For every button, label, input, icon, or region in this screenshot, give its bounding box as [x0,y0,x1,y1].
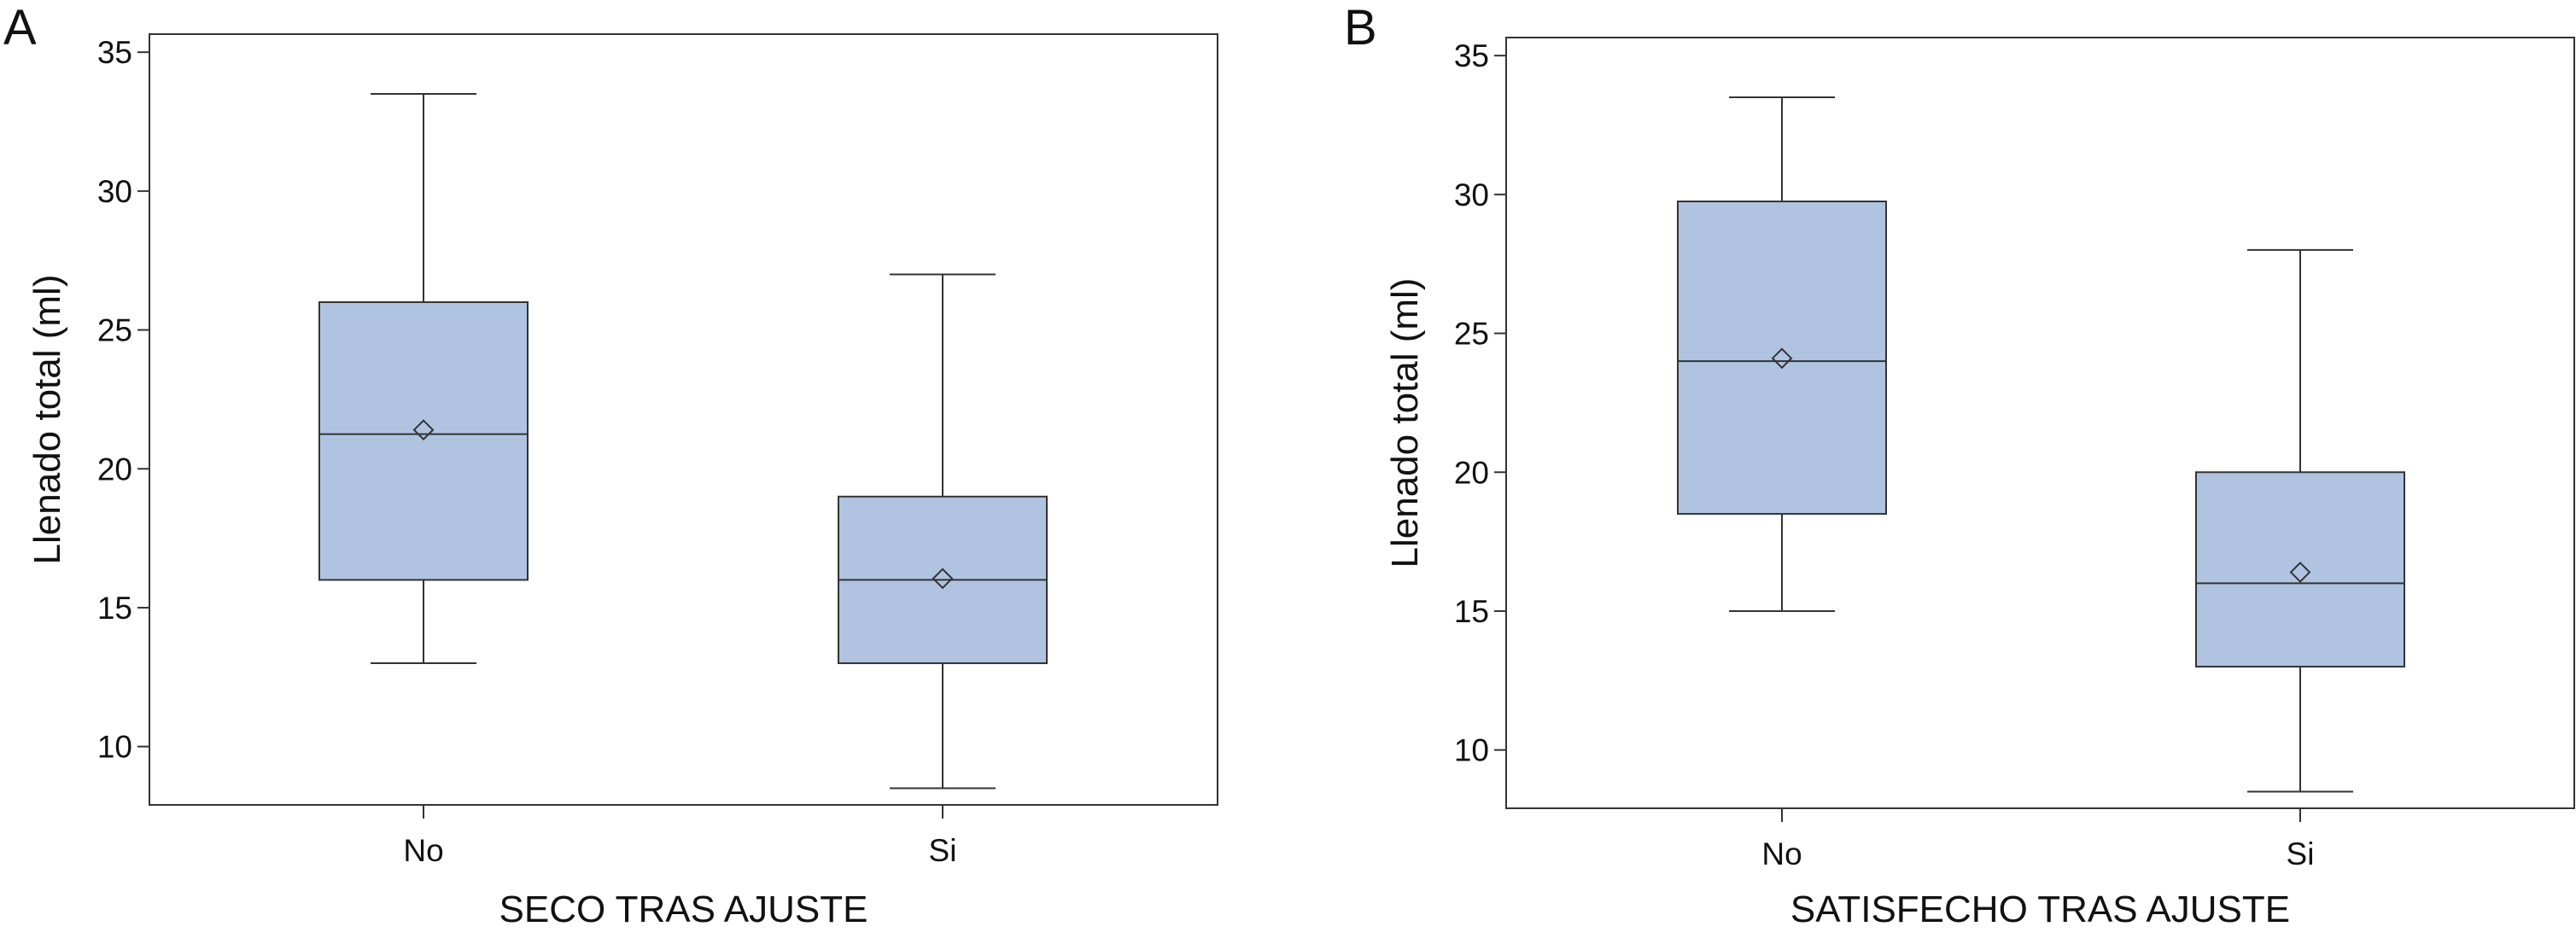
iqr-box [318,301,529,581]
mean-marker [1771,347,1793,370]
panel-label: B [1344,0,1377,55]
y-tick-label: 20 [1454,455,1489,490]
box-si [838,273,1048,790]
box-no [318,92,529,665]
y-tick-label: 25 [97,313,132,348]
y-tick-label: 10 [1454,733,1489,768]
y-tick-label: 30 [1454,178,1489,213]
y-tick-label: 25 [1454,317,1489,352]
y-tick-label: 30 [97,174,132,209]
x-axis-title: SATISFECHO TRAS AJUSTE [1790,889,2290,930]
x-tick-label: Si [2287,836,2315,871]
y-axis-title: Llenado total (ml) [26,275,68,565]
box-si [2195,248,2405,793]
y-axis-title: Llenado total (ml) [1384,278,1426,568]
panel-a: A 10 15 20 25 30 35 No Si SECO TRAS AJUSTE Llenado… [3,0,1218,930]
y-tick-label: 20 [97,452,132,487]
x-axis-title: SECO TRAS AJUSTE [499,889,868,930]
y-tick-label: 35 [97,35,132,70]
mean-marker [932,568,954,590]
x-tick-label: No [403,833,443,868]
panel-label: A [3,0,37,55]
x-tick-label: No [1761,836,1802,871]
plot-frame [1505,37,2575,809]
box-no [1677,96,1887,612]
y-tick-label: 10 [97,730,132,765]
iqr-box [2195,471,2405,668]
y-tick-label: 35 [1454,38,1489,73]
y-tick-label: 15 [1454,594,1489,629]
y-tick-label: 15 [97,591,132,626]
x-tick-label: Si [929,833,957,868]
panel-b: B 10 15 20 25 30 35 No Si SATISFECHO TRAS AJUSTE L… [1344,0,2575,930]
plot-frame [149,33,1218,806]
iqr-box [1677,200,1887,516]
mean-marker [412,419,435,441]
mean-marker [2289,561,2311,583]
